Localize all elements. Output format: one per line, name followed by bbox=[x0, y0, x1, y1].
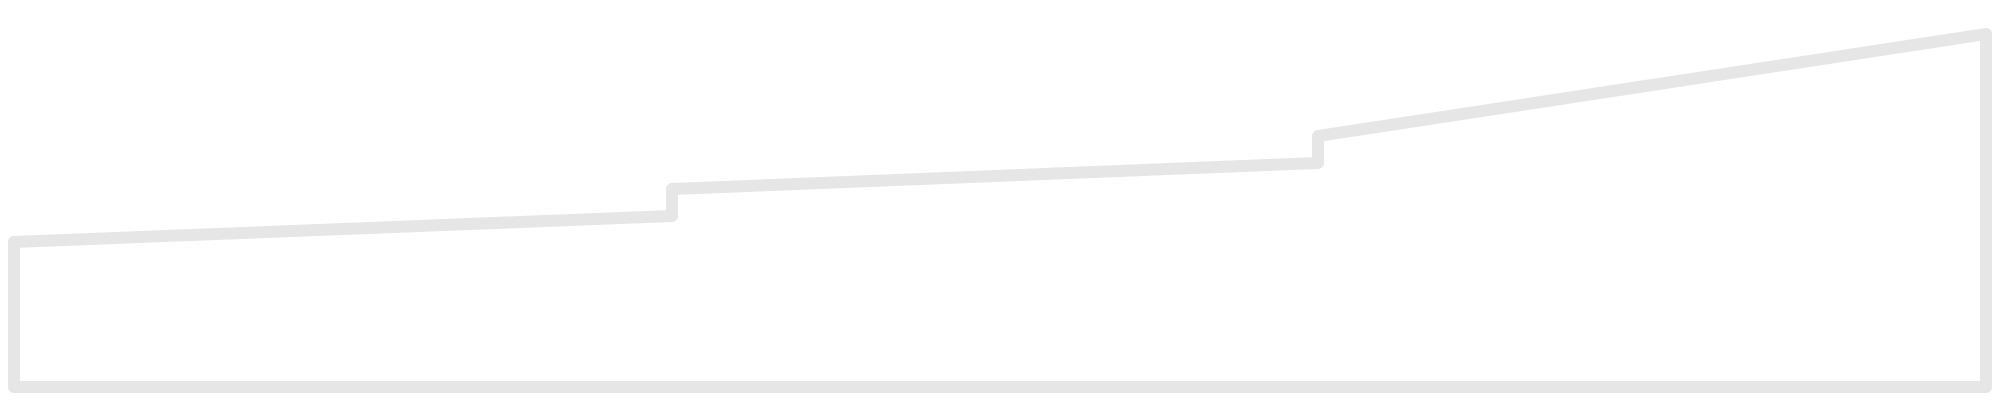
stepped-shape-outline bbox=[8, 28, 1992, 393]
